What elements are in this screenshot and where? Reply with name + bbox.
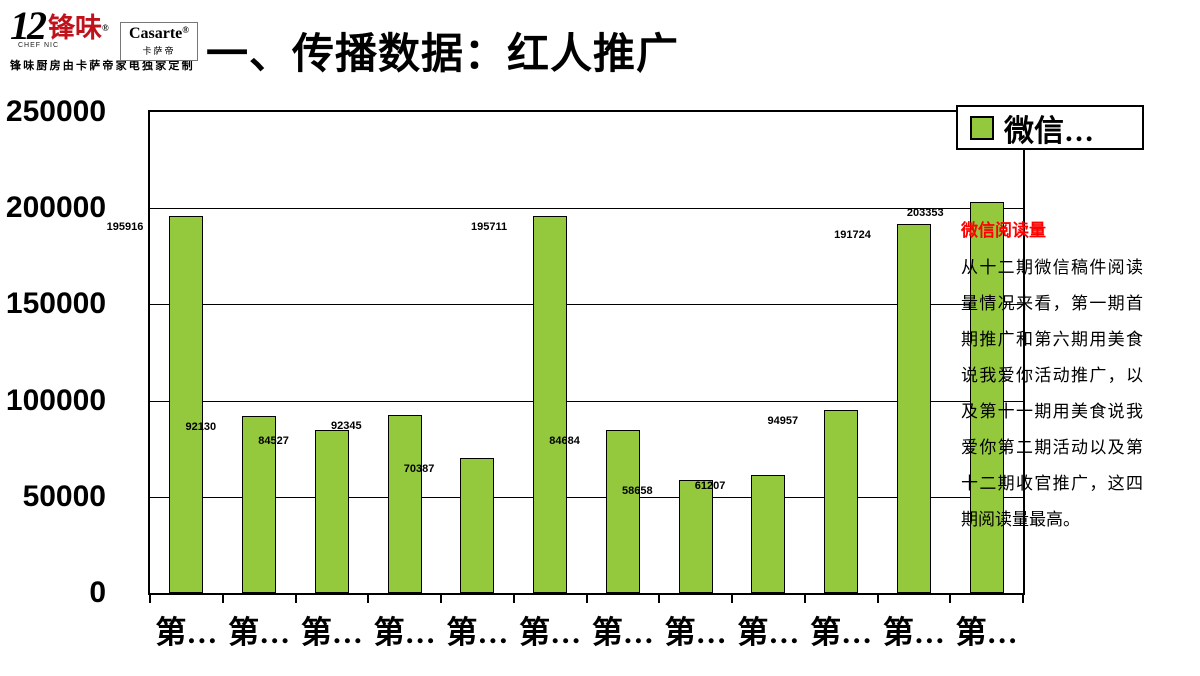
bar-period-10 <box>824 410 859 593</box>
bar-value-label: 70387 <box>403 462 435 475</box>
analysis-body: 从十二期微信稿件阅读量情况来看，第一期首期推广和第六期用美食说我爱你活动推广，以… <box>961 258 1143 529</box>
registered-mark-icon: ® <box>102 23 109 33</box>
x-category-label: 第… <box>373 615 436 650</box>
bar-period-11 <box>896 224 931 593</box>
bar-period-12 <box>969 201 1004 593</box>
x-category-label: 第… <box>300 615 363 650</box>
y-tick-label: 250000 <box>5 95 106 128</box>
bar-period-4 <box>387 415 422 593</box>
bar-period-7 <box>605 430 640 593</box>
x-category-label: 第… <box>155 615 218 650</box>
x-axis-tick <box>367 595 370 603</box>
bar-period-9 <box>751 475 786 593</box>
x-category-label: 第… <box>737 615 800 650</box>
x-category-label: 第… <box>446 615 509 650</box>
x-category-label: 第… <box>955 615 1018 650</box>
x-axis-tick <box>731 595 733 603</box>
chart-legend: 微信… <box>956 105 1144 150</box>
y-tick-label: 200000 <box>5 191 106 225</box>
casarte-logo: Casarte® 卡萨帝 <box>120 22 198 61</box>
bar-period-2 <box>242 415 277 593</box>
x-category-label: 第… <box>810 615 873 650</box>
logo-number: 12 <box>10 3 47 48</box>
x-axis-tick <box>440 595 442 603</box>
bar-value-label: 58658 <box>622 485 653 498</box>
bar-value-label: 92130 <box>185 420 217 433</box>
x-axis: 第… 第… 第… 第… 第… 第… 第… 第… 第… 第… 第… 第… <box>148 595 1025 659</box>
logo-name-text: 锋味 <box>48 13 102 43</box>
bar-value-label: 92345 <box>331 420 362 433</box>
logo-subtext: CHEF NIC <box>18 42 60 49</box>
bar-value-label: 191724 <box>834 229 871 242</box>
x-axis-tick <box>585 595 588 603</box>
brand-name-text: Casarte <box>128 25 183 42</box>
x-category-label: 第… <box>882 615 945 650</box>
x-category-label: 第… <box>519 615 582 650</box>
logo-row: 12 锋味® <box>10 3 220 48</box>
page-title: 一、传播数据：红人推广 <box>206 30 680 77</box>
bar-period-6 <box>533 216 568 593</box>
registered-mark-icon: ® <box>182 25 190 35</box>
x-category-label: 第… <box>664 615 727 650</box>
x-axis-tick <box>876 595 879 603</box>
legend-swatch <box>970 115 994 140</box>
y-tick-label: 0 <box>89 576 106 609</box>
logo-name: 锋味® <box>48 13 109 43</box>
brand-name: Casarte® <box>124 25 194 43</box>
x-axis-tick <box>949 595 952 603</box>
x-axis-tick <box>149 595 151 603</box>
gridline <box>150 496 1023 498</box>
x-category-label: 第… <box>228 615 291 650</box>
y-tick-label: 100000 <box>5 383 106 417</box>
x-axis-tick <box>512 595 515 603</box>
y-axis: 0 50000 100000 150000 200000 250000 <box>0 95 106 609</box>
x-axis-tick <box>1022 595 1024 603</box>
chef-nic-logo: 12 锋味® CHEF NIC 锋味厨房由卡萨帝家电独家定制 <box>10 3 220 73</box>
bar-value-label: 84527 <box>258 435 289 448</box>
y-tick-label: 150000 <box>5 287 106 321</box>
bar-value-label: 195916 <box>106 221 144 234</box>
x-axis-tick <box>658 595 661 603</box>
gridline <box>150 208 1023 210</box>
analysis-heading: 微信阅读量 <box>961 221 1046 240</box>
y-tick-label: 50000 <box>22 479 106 513</box>
bar-value-label: 195711 <box>471 221 508 234</box>
x-axis-tick <box>221 595 224 603</box>
brand-subname: 卡萨帝 <box>142 46 176 56</box>
gridline <box>150 400 1023 402</box>
bar-value-label: 94957 <box>767 415 799 428</box>
bar-period-8 <box>678 480 713 593</box>
bar-value-label: 61207 <box>694 480 726 493</box>
legend-label: 微信… <box>1004 114 1094 148</box>
analysis-panel: 微信阅读量 从十二期微信稿件阅读量情况来看，第一期首期推广和第六期用美食说我爱你… <box>961 216 1143 538</box>
gridline <box>150 304 1023 306</box>
bar-value-label: 84684 <box>549 435 580 448</box>
bar-period-5 <box>460 457 495 593</box>
x-category-label: 第… <box>591 615 654 650</box>
bar-period-1 <box>169 216 204 593</box>
x-axis-tick <box>803 595 806 603</box>
bar-period-3 <box>314 430 349 593</box>
logo-tagline: 锋味厨房由卡萨帝家电独家定制 <box>10 60 195 72</box>
bar-value-label: 203353 <box>906 206 944 219</box>
plot-area: 195916 92130 84527 92345 70387 195711 84684 586… <box>107 110 1025 595</box>
x-axis-tick <box>294 595 297 603</box>
